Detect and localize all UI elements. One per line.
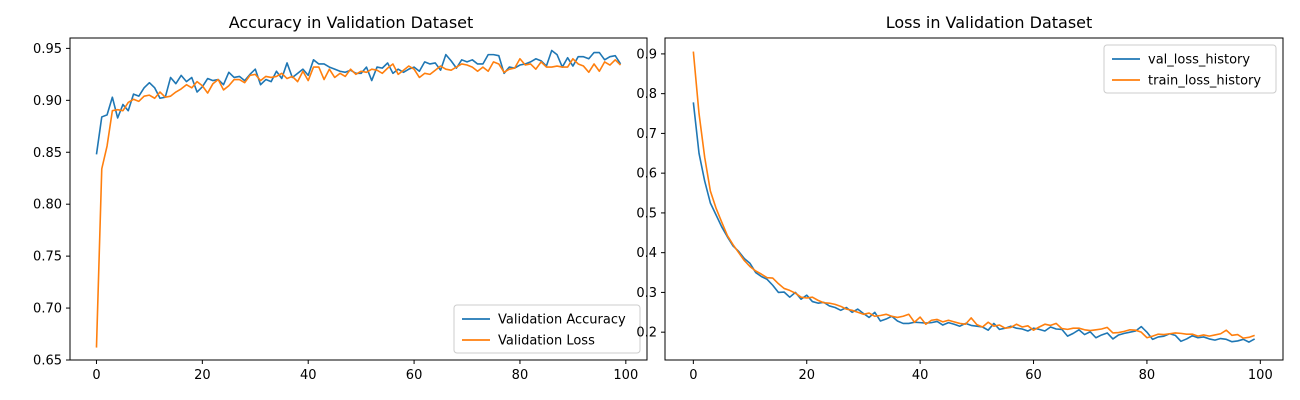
x-tick-label: 20 — [798, 368, 815, 383]
y-tick-label: 0.65 — [33, 354, 62, 369]
axes-frame — [69, 37, 648, 361]
x-tick-label: 100 — [1248, 368, 1273, 383]
x-tick-label: 20 — [194, 368, 211, 383]
series-line-2 — [692, 51, 1255, 339]
legend: val_loss_history train_loss_history — [1103, 44, 1277, 94]
y-tick-label: 0.8 — [636, 87, 657, 102]
y-tick-label: 0.5 — [636, 206, 657, 221]
x-tick-label: 40 — [300, 368, 317, 383]
legend-label: train_loss_history — [1148, 74, 1261, 89]
x-tick-label: 80 — [512, 368, 529, 383]
plot-area — [69, 37, 648, 361]
y-tick-label: 0.9 — [636, 47, 657, 62]
legend-label: val_loss_history — [1148, 53, 1250, 68]
y-tick-label: 0.75 — [33, 250, 62, 265]
legend-label: Validation Loss — [498, 334, 595, 349]
axes-frame — [664, 37, 1284, 361]
y-tick-label: 0.95 — [33, 42, 62, 57]
legend-box — [1103, 44, 1277, 94]
series-line-2 — [95, 57, 622, 348]
plot-area — [664, 37, 1284, 361]
x-tick-label: 40 — [912, 368, 929, 383]
y-tick-label: 0.85 — [33, 146, 62, 161]
chart-title: Loss in Validation Dataset — [886, 13, 1093, 32]
accuracy-chart: Accuracy in Validation Dataset 0 20 40 60 80… — [33, 13, 648, 383]
legend: Validation Accuracy Validation Loss — [453, 304, 641, 354]
x-tick-label: 0 — [92, 368, 100, 383]
x-tick-label: 100 — [613, 368, 638, 383]
legend-box — [453, 304, 641, 354]
x-tick-label: 60 — [1025, 368, 1042, 383]
y-tick-label: 0.6 — [636, 167, 657, 182]
y-tick-label: 0.4 — [636, 246, 657, 261]
loss-chart: Loss in Validation Dataset 0 20 40 60 80 1000… — [636, 13, 1284, 383]
series-line-1 — [95, 49, 622, 155]
y-tick-label: 0.3 — [636, 286, 657, 301]
legend-label: Validation Accuracy — [498, 313, 626, 328]
series-line-1 — [692, 102, 1256, 343]
chart-title: Accuracy in Validation Dataset — [229, 13, 474, 32]
y-tick-label: 0.7 — [636, 127, 657, 142]
y-tick-label: 0.90 — [33, 94, 62, 109]
y-tick-label: 0.80 — [33, 198, 62, 213]
y-tick-label: 0.2 — [636, 326, 657, 341]
y-tick-label: 0.70 — [33, 302, 62, 317]
x-tick-label: 60 — [406, 368, 423, 383]
axis-ticks: 0 20 40 60 80 100 0.2 0.3 0.4 0.5 0.6 0.7 0.8 0.9 — [636, 47, 1272, 383]
axis-ticks: 0 20 40 60 80 100 0.65 0.70 0.75 0.80 0.85 0.90 0.95 — [33, 42, 638, 383]
x-tick-label: 80 — [1139, 368, 1156, 383]
x-tick-label: 0 — [689, 368, 697, 383]
